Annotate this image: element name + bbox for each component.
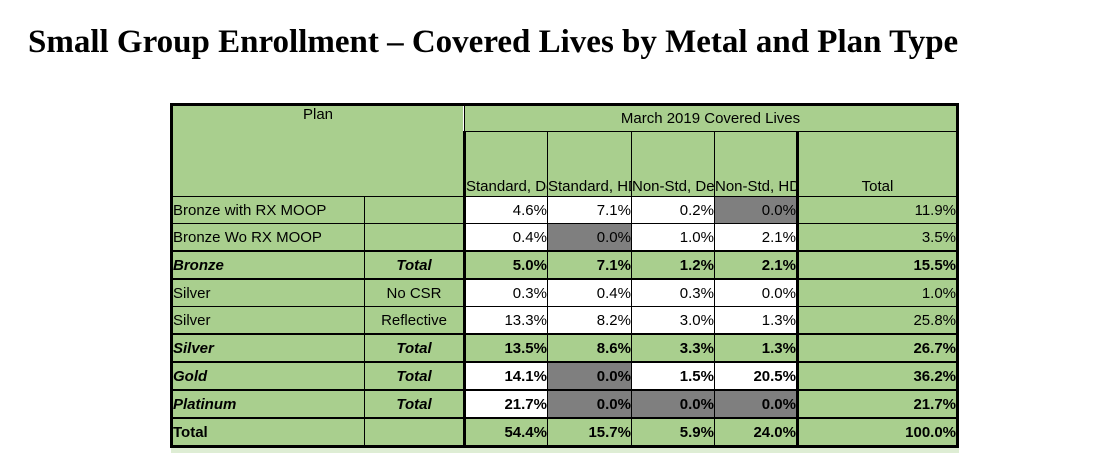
column-header-standard-hdhp: Standard, HDHP <box>547 131 632 197</box>
subtype-cell: Reflective <box>364 306 465 335</box>
header-row-columns: Standard, Deductible Standard, HDHP Non-… <box>172 131 959 197</box>
subtype-cell <box>364 223 465 252</box>
value-cell: 15.5% <box>795 250 959 280</box>
value-cell: 26.7% <box>795 333 959 363</box>
column-header-standard-deductible: Standard, Deductible <box>463 131 548 197</box>
value-cell: 5.0% <box>463 250 548 280</box>
table-row: Gold Total 14.1% 0.0% 1.5% 20.5% 36.2% <box>171 361 959 391</box>
value-cell: 36.2% <box>795 361 959 391</box>
plan-column-group-header: Plan <box>171 104 465 197</box>
value-cell: 15.7% <box>547 417 632 447</box>
value-cell: 0.0% <box>547 389 632 419</box>
value-cell: 5.9% <box>631 417 715 447</box>
value-cell: 3.5% <box>795 223 959 252</box>
subtype-cell: Total <box>364 250 465 280</box>
plan-cell: Bronze Wo RX MOOP <box>171 223 365 252</box>
value-cell: 0.0% <box>547 361 632 391</box>
value-cell: 2.1% <box>714 223 798 252</box>
plan-cell: Silver <box>171 278 365 307</box>
value-cell: 11.9% <box>795 196 959 224</box>
enrollment-table: Plan March 2019 Covered Lives Standard, … <box>170 103 960 448</box>
plan-cell: Bronze with RX MOOP <box>171 196 365 224</box>
table-header: Plan March 2019 Covered Lives Standard, … <box>171 104 959 197</box>
value-cell: 1.5% <box>631 361 715 391</box>
table-row: Total 54.4% 15.7% 5.9% 24.0% 100.0% <box>171 417 959 447</box>
value-cell: 0.0% <box>714 196 798 224</box>
value-cell: 8.2% <box>547 306 632 335</box>
value-cell: 0.4% <box>463 223 548 252</box>
plan-cell: Gold <box>171 361 365 391</box>
subtype-cell: Total <box>364 333 465 363</box>
value-cell: 0.0% <box>547 223 632 252</box>
value-cell: 0.0% <box>714 389 798 419</box>
column-header-total: Total <box>795 131 959 197</box>
value-cell: 8.6% <box>547 333 632 363</box>
plan-cell: Bronze <box>171 250 365 280</box>
value-cell: 1.3% <box>714 333 798 363</box>
value-cell: 0.3% <box>463 278 548 307</box>
value-cell: 3.3% <box>631 333 715 363</box>
value-cell: 1.0% <box>631 223 715 252</box>
value-cell: 54.4% <box>463 417 548 447</box>
value-cell: 0.2% <box>631 196 715 224</box>
table-row: Silver Total 13.5% 8.6% 3.3% 1.3% 26.7% <box>171 333 959 363</box>
subtype-cell <box>364 417 465 447</box>
plan-cell: Platinum <box>171 389 365 419</box>
value-cell: 3.0% <box>631 306 715 335</box>
value-cell: 21.7% <box>795 389 959 419</box>
value-cell: 13.3% <box>463 306 548 335</box>
table-row: Bronze Wo RX MOOP 0.4% 0.0% 1.0% 2.1% 3.… <box>171 223 959 252</box>
table-row: Silver Reflective 13.3% 8.2% 3.0% 1.3% 2… <box>171 306 959 335</box>
value-cell: 0.3% <box>631 278 715 307</box>
value-cell: 0.0% <box>631 389 715 419</box>
table-row: Bronze Total 5.0% 7.1% 1.2% 2.1% 15.5% <box>171 250 959 280</box>
value-cell: 14.1% <box>463 361 548 391</box>
covered-lives-group-header: March 2019 Covered Lives <box>463 104 959 132</box>
enrollment-table-container: Plan March 2019 Covered Lives Standard, … <box>170 103 960 448</box>
header-row-group: Plan March 2019 Covered Lives <box>171 104 959 197</box>
table-bottom-edge-artifact <box>171 448 959 453</box>
table-row: Bronze with RX MOOP 4.6% 7.1% 0.2% 0.0% … <box>171 196 959 224</box>
value-cell: 7.1% <box>547 250 632 280</box>
table-row: Silver No CSR 0.3% 0.4% 0.3% 0.0% 1.0% <box>171 278 959 307</box>
plan-cell: Silver <box>171 333 365 363</box>
subtype-cell: Total <box>364 361 465 391</box>
subtype-cell: No CSR <box>364 278 465 307</box>
value-cell: 2.1% <box>714 250 798 280</box>
value-cell: 21.7% <box>463 389 548 419</box>
value-cell: 100.0% <box>795 417 959 447</box>
table-body: Bronze with RX MOOP 4.6% 7.1% 0.2% 0.0% … <box>171 196 959 447</box>
value-cell: 0.0% <box>714 278 798 307</box>
page-title: Small Group Enrollment – Covered Lives b… <box>28 24 959 61</box>
column-header-nonstd-deductible: Non-Std, Deductible <box>631 131 715 197</box>
value-cell: 1.2% <box>631 250 715 280</box>
value-cell: 13.5% <box>463 333 548 363</box>
column-header-nonstd-hdhp: Non-Std, HDHP <box>714 131 798 197</box>
value-cell: 24.0% <box>714 417 798 447</box>
value-cell: 4.6% <box>463 196 548 224</box>
value-cell: 0.4% <box>547 278 632 307</box>
plan-cell: Total <box>171 417 365 447</box>
table-row: Platinum Total 21.7% 0.0% 0.0% 0.0% 21.7… <box>171 389 959 419</box>
value-cell: 25.8% <box>795 306 959 335</box>
subtype-cell <box>364 196 465 224</box>
plan-cell: Silver <box>171 306 365 335</box>
value-cell: 20.5% <box>714 361 798 391</box>
value-cell: 7.1% <box>547 196 632 224</box>
subtype-cell: Total <box>364 389 465 419</box>
value-cell: 1.0% <box>795 278 959 307</box>
value-cell: 1.3% <box>714 306 798 335</box>
